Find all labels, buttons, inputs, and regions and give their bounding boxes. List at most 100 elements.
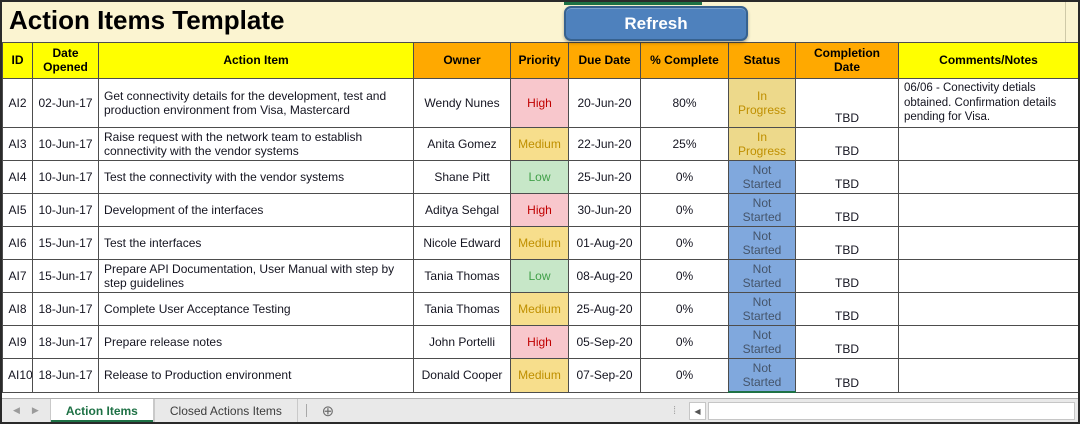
- cell-pct-complete[interactable]: 0%: [640, 259, 729, 294]
- column-header-id[interactable]: ID: [2, 42, 33, 79]
- cell-action-item[interactable]: Prepare release notes: [98, 325, 414, 360]
- tab-closed-actions-items[interactable]: Closed Actions Items: [153, 399, 298, 422]
- cell-due-date[interactable]: 01-Aug-20: [568, 226, 641, 261]
- cell-owner[interactable]: Aditya Sehgal: [413, 193, 511, 228]
- cell-status[interactable]: Not Started: [728, 193, 796, 228]
- cell-owner[interactable]: John Portelli: [413, 325, 511, 360]
- cell-date-opened[interactable]: 02-Jun-17: [32, 77, 99, 129]
- cell-completion-date[interactable]: TBD: [795, 292, 899, 327]
- cell-priority[interactable]: High: [510, 325, 569, 360]
- cell-comments[interactable]: 06/06 - Conectivity detials obtained. Co…: [898, 77, 1078, 129]
- cell-pct-complete[interactable]: 0%: [640, 325, 729, 360]
- cell-action-item[interactable]: Development of the interfaces: [98, 193, 414, 228]
- cell-owner[interactable]: Donald Cooper: [413, 358, 511, 393]
- cell-date-opened[interactable]: 10-Jun-17: [32, 160, 99, 195]
- cell-completion-date[interactable]: TBD: [795, 358, 899, 393]
- cell-action-item[interactable]: Test the connectivity with the vendor sy…: [98, 160, 414, 195]
- cell-action-item[interactable]: Prepare API Documentation, User Manual w…: [98, 259, 414, 294]
- cell-owner[interactable]: Shane Pitt: [413, 160, 511, 195]
- cell-priority[interactable]: High: [510, 77, 569, 129]
- cell-comments[interactable]: [898, 259, 1078, 294]
- cell-completion-date[interactable]: TBD: [795, 226, 899, 261]
- cell-action-item[interactable]: Complete User Acceptance Testing: [98, 292, 414, 327]
- cell-date-opened[interactable]: 18-Jun-17: [32, 325, 99, 360]
- cell-status[interactable]: In Progress: [728, 77, 796, 129]
- sheet-nav-right-icon[interactable]: ▶: [31, 405, 39, 415]
- cell-pct-complete[interactable]: 0%: [640, 226, 729, 261]
- cell-comments[interactable]: [898, 160, 1078, 195]
- cell-status[interactable]: Not Started: [728, 259, 796, 294]
- cell-pct-complete[interactable]: 80%: [640, 77, 729, 129]
- column-header-due-date[interactable]: Due Date: [568, 42, 641, 79]
- column-header-completion-date[interactable]: Completion Date: [795, 42, 899, 79]
- cell-date-opened[interactable]: 18-Jun-17: [32, 358, 99, 393]
- cell-completion-date[interactable]: TBD: [795, 160, 899, 195]
- scrollbar-drag-handle-icon[interactable]: ⁞: [673, 404, 677, 417]
- tab-action-items[interactable]: Action Items: [49, 399, 154, 422]
- cell-id[interactable]: AI4: [2, 160, 33, 195]
- cell-date-opened[interactable]: 10-Jun-17: [32, 127, 99, 162]
- cell-comments[interactable]: [898, 226, 1078, 261]
- cell-owner[interactable]: Wendy Nunes: [413, 77, 511, 129]
- cell-due-date[interactable]: 20-Jun-20: [568, 77, 641, 129]
- cell-due-date[interactable]: 05-Sep-20: [568, 325, 641, 360]
- cell-pct-complete[interactable]: 0%: [640, 193, 729, 228]
- cell-completion-date[interactable]: TBD: [795, 193, 899, 228]
- cell-id[interactable]: AI8: [2, 292, 33, 327]
- column-header-action-item[interactable]: Action Item: [98, 42, 414, 79]
- cell-status[interactable]: Not Started: [728, 160, 796, 195]
- cell-priority[interactable]: Low: [510, 160, 569, 195]
- cell-pct-complete[interactable]: 0%: [640, 160, 729, 195]
- cell-comments[interactable]: [898, 358, 1078, 393]
- cell-due-date[interactable]: 22-Jun-20: [568, 127, 641, 162]
- cell-priority[interactable]: Medium: [510, 292, 569, 327]
- cell-action-item[interactable]: Raise request with the network team to e…: [98, 127, 414, 162]
- cell-status[interactable]: In Progress: [728, 127, 796, 162]
- cell-status[interactable]: Not Started: [728, 358, 796, 394]
- cell-id[interactable]: AI10: [2, 358, 33, 393]
- cell-owner[interactable]: Anita Gomez: [413, 127, 511, 162]
- cell-comments[interactable]: [898, 325, 1078, 360]
- cell-pct-complete[interactable]: 0%: [640, 358, 729, 393]
- cell-date-opened[interactable]: 15-Jun-17: [32, 259, 99, 294]
- cell-pct-complete[interactable]: 0%: [640, 292, 729, 327]
- cell-due-date[interactable]: 25-Jun-20: [568, 160, 641, 195]
- cell-completion-date[interactable]: TBD: [795, 127, 899, 162]
- cell-due-date[interactable]: 25-Aug-20: [568, 292, 641, 327]
- cell-id[interactable]: AI6: [2, 226, 33, 261]
- cell-action-item[interactable]: Release to Production environment: [98, 358, 414, 393]
- column-header-complete[interactable]: % Complete: [640, 42, 729, 79]
- cell-date-opened[interactable]: 18-Jun-17: [32, 292, 99, 327]
- cell-comments[interactable]: [898, 127, 1078, 162]
- cell-owner[interactable]: Tania Thomas: [413, 259, 511, 294]
- column-header-priority[interactable]: Priority: [510, 42, 569, 79]
- add-sheet-button[interactable]: ⊕: [321, 402, 335, 420]
- cell-comments[interactable]: [898, 193, 1078, 228]
- cell-due-date[interactable]: 08-Aug-20: [568, 259, 641, 294]
- cell-completion-date[interactable]: TBD: [795, 325, 899, 360]
- cell-date-opened[interactable]: 10-Jun-17: [32, 193, 99, 228]
- cell-priority[interactable]: Medium: [510, 358, 569, 393]
- cell-status[interactable]: Not Started: [728, 325, 796, 360]
- cell-priority[interactable]: Low: [510, 259, 569, 294]
- cell-id[interactable]: AI9: [2, 325, 33, 360]
- cell-action-item[interactable]: Get connectivity details for the develop…: [98, 77, 414, 129]
- cell-priority[interactable]: Medium: [510, 226, 569, 261]
- cell-due-date[interactable]: 07-Sep-20: [568, 358, 641, 393]
- cell-owner[interactable]: Nicole Edward: [413, 226, 511, 261]
- cell-pct-complete[interactable]: 25%: [640, 127, 729, 162]
- cell-date-opened[interactable]: 15-Jun-17: [32, 226, 99, 261]
- cell-completion-date[interactable]: TBD: [795, 77, 899, 129]
- cell-action-item[interactable]: Test the interfaces: [98, 226, 414, 261]
- cell-status[interactable]: Not Started: [728, 292, 796, 327]
- column-header-owner[interactable]: Owner: [413, 42, 511, 79]
- cell-owner[interactable]: Tania Thomas: [413, 292, 511, 327]
- cell-id[interactable]: AI3: [2, 127, 33, 162]
- cell-id[interactable]: AI7: [2, 259, 33, 294]
- column-header-status[interactable]: Status: [728, 42, 796, 79]
- sheet-nav-left-icon[interactable]: ◀: [13, 405, 20, 415]
- column-header-date-opened[interactable]: Date Opened: [32, 42, 99, 79]
- refresh-button[interactable]: Refresh: [564, 6, 748, 41]
- cell-priority[interactable]: High: [510, 193, 569, 228]
- cell-completion-date[interactable]: TBD: [795, 259, 899, 294]
